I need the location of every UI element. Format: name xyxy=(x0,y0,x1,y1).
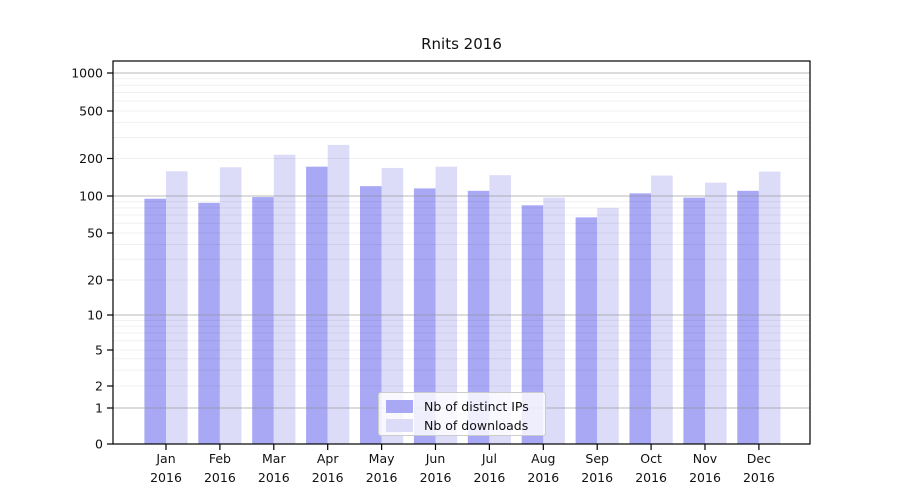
y-tick-label: 1 xyxy=(95,401,103,416)
x-tick-label-year: 2016 xyxy=(743,470,775,485)
y-tick-label: 20 xyxy=(87,273,103,288)
bar xyxy=(413,188,436,444)
x-tick-label-year: 2016 xyxy=(581,470,613,485)
bar xyxy=(306,166,328,445)
x-tick-label-year: 2016 xyxy=(312,470,344,485)
legend-swatch-distinct-ips xyxy=(386,400,413,413)
bar xyxy=(273,154,296,445)
legend-swatch-downloads xyxy=(386,419,413,432)
bar xyxy=(758,171,781,445)
x-tick-label-month: Jan xyxy=(155,451,175,466)
x-tick-label-month: Dec xyxy=(747,451,771,466)
bar xyxy=(327,144,350,445)
y-tick-label: 50 xyxy=(87,226,103,241)
bar xyxy=(737,190,759,444)
x-tick-label-year: 2016 xyxy=(420,470,452,485)
x-tick-label-year: 2016 xyxy=(635,470,667,485)
bar xyxy=(435,166,458,445)
bar xyxy=(219,167,242,444)
y-tick-label: 500 xyxy=(79,104,103,119)
bar xyxy=(467,190,490,444)
x-tick-label-year: 2016 xyxy=(473,470,505,485)
x-tick-label-year: 2016 xyxy=(689,470,721,485)
bar xyxy=(683,197,705,444)
bars-layer xyxy=(144,144,781,445)
bar xyxy=(144,198,166,444)
x-tick-label-year: 2016 xyxy=(527,470,559,485)
x-tick-label-month: Sep xyxy=(585,451,609,466)
bar xyxy=(489,175,511,444)
y-tick-label: 1000 xyxy=(71,66,103,81)
bar xyxy=(252,197,274,444)
x-tick-label-month: Jun xyxy=(425,451,446,466)
minor-gridlines xyxy=(113,78,810,387)
x-tick-label-month: Oct xyxy=(640,451,662,466)
x-tick-label-month: Apr xyxy=(317,451,339,466)
x-tick-label-year: 2016 xyxy=(150,470,182,485)
axes-spines xyxy=(112,60,811,445)
x-tick-label-month: Aug xyxy=(531,451,555,466)
bar xyxy=(575,217,598,444)
y-tick-label: 10 xyxy=(87,308,103,323)
bar xyxy=(198,202,220,444)
bar xyxy=(629,193,652,444)
bar xyxy=(543,197,565,444)
y-tick-label: 100 xyxy=(79,189,103,204)
legend-label-distinct-ips: Nb of distinct IPs xyxy=(424,399,529,414)
y-tick-label: 2 xyxy=(95,379,103,394)
x-tick-label-month: May xyxy=(369,451,395,466)
x-tick-label-year: 2016 xyxy=(204,470,236,485)
bar xyxy=(521,205,544,444)
x-tick-label-month: Jul xyxy=(481,451,497,466)
legend: Nb of distinct IPs Nb of downloads xyxy=(378,392,546,436)
x-axis-ticks: Jan 2016 Feb 2016 Mar 2016 Apr 2016 May 2016 Jun 20… xyxy=(150,444,775,485)
bar xyxy=(166,171,188,445)
x-tick-label-month: Mar xyxy=(262,451,286,466)
bar-series-0 xyxy=(144,166,759,445)
y-tick-label: 0 xyxy=(95,437,103,452)
bar xyxy=(651,175,673,444)
bar xyxy=(705,182,727,445)
y-axis-ticks: 0 1 2 5 10 20 50 100 200 500 1000 xyxy=(71,66,113,452)
chart-title: Rnits 2016 xyxy=(421,35,502,53)
y-tick-label: 200 xyxy=(79,151,103,166)
bar xyxy=(597,207,619,444)
x-tick-label-month: Feb xyxy=(209,451,231,466)
x-tick-label-year: 2016 xyxy=(258,470,290,485)
legend-label-downloads: Nb of downloads xyxy=(424,418,529,433)
bar xyxy=(381,167,404,444)
bar-series-1 xyxy=(166,144,781,445)
y-tick-label: 5 xyxy=(95,343,103,358)
x-tick-label-month: Nov xyxy=(693,451,718,466)
legend-item-distinct-ips: Nb of distinct IPs xyxy=(386,397,539,416)
x-tick-label-year: 2016 xyxy=(366,470,398,485)
legend-item-downloads: Nb of downloads xyxy=(386,416,539,435)
